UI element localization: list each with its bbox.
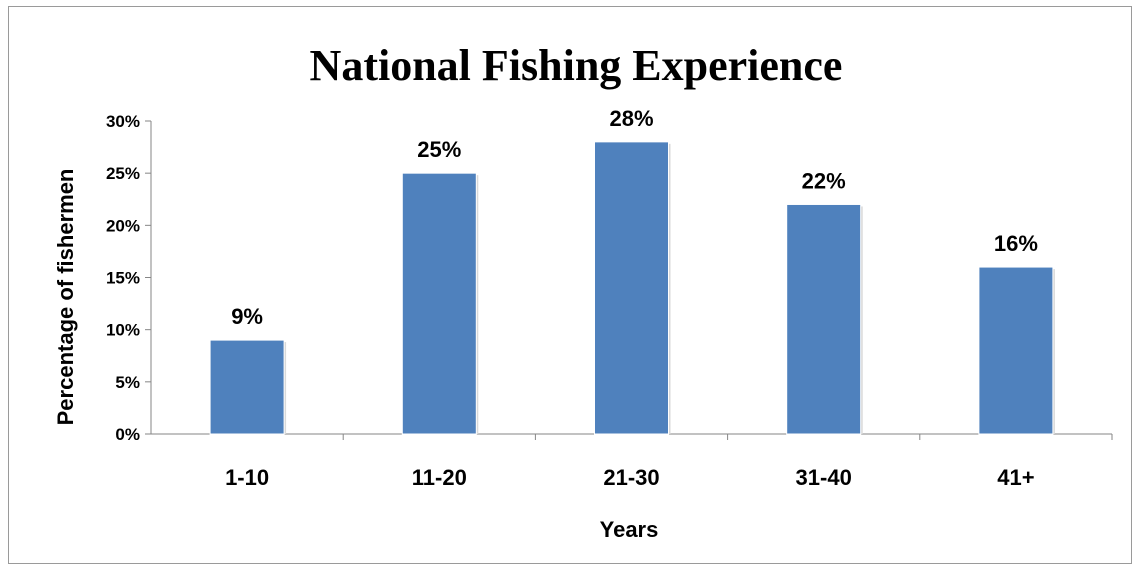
bar (786, 203, 862, 435)
y-tick-label: 30% (106, 112, 140, 131)
data-label: 25% (417, 137, 461, 162)
bar (401, 172, 477, 435)
y-tick-label: 10% (106, 321, 140, 340)
x-tick-label: 41+ (997, 465, 1034, 490)
y-axis-title: Percentage of fishermen (53, 169, 78, 426)
plot-area: 0% 5% 10% 15% 20% 25% 30% 1-10 9% 11-20 25% 21-30 28… (106, 106, 1113, 490)
x-tick-label: 31-40 (796, 465, 852, 490)
data-label: 9% (231, 304, 263, 329)
chart-frame: National Fishing Experience Percentage o… (8, 6, 1132, 564)
y-tick-label: 15% (106, 269, 140, 288)
y-tick-label: 25% (106, 164, 140, 183)
x-axis-title: Years (600, 517, 659, 542)
bar (978, 266, 1054, 435)
y-tick-label: 0% (115, 425, 140, 444)
data-label: 22% (802, 168, 846, 193)
bar (209, 339, 285, 435)
x-tick-label: 1-10 (225, 465, 269, 490)
y-tick-label: 5% (115, 373, 140, 392)
data-label: 16% (994, 231, 1038, 256)
y-tick-label: 20% (106, 216, 140, 235)
x-tick-label: 11-20 (412, 465, 467, 490)
chart-title: National Fishing Experience (310, 41, 843, 90)
bar (594, 141, 669, 435)
data-label: 28% (609, 106, 653, 131)
bar-chart: National Fishing Experience Percentage o… (53, 41, 1113, 542)
x-tick-label: 21-30 (603, 465, 659, 490)
